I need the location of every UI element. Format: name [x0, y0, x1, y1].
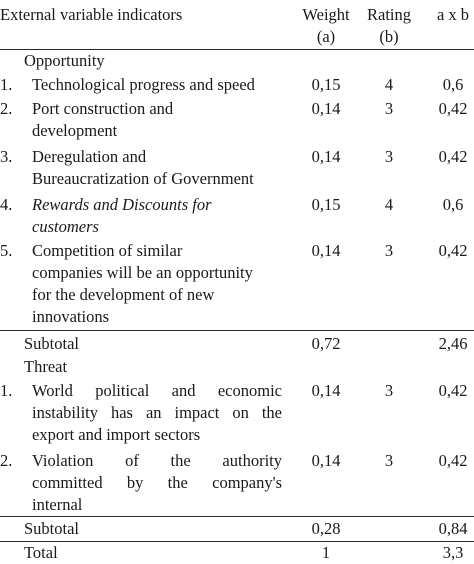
row-weight: 0,15	[311, 195, 341, 214]
row-line: Port construction and	[32, 99, 174, 118]
row-weight: 0,14	[311, 147, 341, 166]
row-line: export and import sectors	[32, 425, 201, 444]
subtotal-weight: 0,72	[311, 334, 341, 353]
row-indicator: Deregulation and Bureaucratization of Go…	[32, 146, 282, 190]
row-rating: 4	[384, 75, 394, 94]
row-product: 0,6	[442, 195, 464, 214]
row-line: innovations	[32, 307, 109, 326]
row-number: 2.	[0, 451, 13, 470]
row-line: Rewards and Discounts for	[32, 195, 212, 214]
total-label: Total	[24, 543, 58, 562]
row-line: internal	[32, 495, 83, 514]
row-weight: 0,15	[311, 75, 341, 94]
row-product: 0,42	[438, 99, 468, 118]
row-number: 5.	[0, 241, 13, 260]
row-line: companies will be an opportunity	[32, 263, 253, 282]
row-indicator: Port construction and development	[32, 98, 282, 142]
row-product: 0,42	[438, 147, 468, 166]
row-weight: 0,14	[311, 451, 341, 470]
header-rule	[0, 49, 474, 50]
row-weight: 0,14	[311, 99, 341, 118]
header-rating: Rating (b)	[360, 4, 418, 48]
row-number: 4.	[0, 195, 13, 214]
header-weight: Weight (a)	[290, 4, 362, 48]
row-rule	[0, 330, 474, 331]
row-line: customers	[32, 217, 99, 236]
row-line: World political and economic	[32, 381, 282, 400]
total-weight: 1	[321, 543, 331, 562]
section-title-threat: Threat	[24, 357, 68, 376]
subtotal-label: Subtotal	[24, 519, 80, 538]
row-product: 0,42	[438, 241, 468, 260]
row-product: 0,42	[438, 451, 468, 470]
header-weight-label: Weight	[302, 5, 350, 24]
row-number: 1.	[0, 381, 13, 400]
row-rating: 3	[384, 451, 394, 470]
row-line: development	[32, 121, 118, 140]
row-rating: 3	[384, 99, 394, 118]
header-rating-label: Rating	[367, 5, 411, 24]
subtotal-product: 2,46	[438, 334, 468, 353]
row-rating: 3	[384, 147, 394, 166]
row-line: Technological progress and speed	[32, 75, 255, 94]
row-indicator: Rewards and Discounts for customers	[32, 194, 282, 238]
row-indicator: Violation of the authority committed by …	[32, 450, 282, 516]
row-line: Deregulation and	[32, 147, 147, 166]
row-number: 1.	[0, 75, 13, 94]
row-number: 3.	[0, 147, 13, 166]
section-title-opportunity: Opportunity	[24, 51, 105, 70]
subtotal-product: 0,84	[438, 519, 468, 538]
row-rating: 4	[384, 195, 394, 214]
row-product: 0,6	[442, 75, 464, 94]
row-product: 0,42	[438, 381, 468, 400]
row-line: Bureaucratization of Government	[32, 169, 254, 188]
header-rating-sub: (b)	[379, 27, 399, 46]
row-rule	[0, 516, 474, 517]
row-line: Violation of the authority	[32, 451, 282, 470]
row-rating: 3	[384, 241, 394, 260]
row-rating: 3	[384, 381, 394, 400]
header-product: a x b	[436, 5, 470, 24]
row-indicator: World political and economic instability…	[32, 380, 282, 446]
subtotal-label: Subtotal	[24, 334, 80, 353]
row-indicator: Technological progress and speed	[32, 74, 282, 96]
row-number: 2.	[0, 99, 13, 118]
row-line: for the development of new	[32, 285, 215, 304]
total-product: 3,3	[442, 543, 464, 562]
header-weight-sub: (a)	[316, 27, 336, 46]
header-indicator: External variable indicators	[0, 5, 183, 24]
subtotal-weight: 0,28	[311, 519, 341, 538]
row-indicator: Competition of similar companies will be…	[32, 240, 282, 328]
total-rule	[0, 541, 474, 542]
row-weight: 0,14	[311, 241, 341, 260]
row-line: instability has an impact on the	[32, 403, 282, 422]
row-line: Competition of similar	[32, 241, 183, 260]
row-line: committed by the company's	[32, 473, 282, 492]
row-weight: 0,14	[311, 381, 341, 400]
